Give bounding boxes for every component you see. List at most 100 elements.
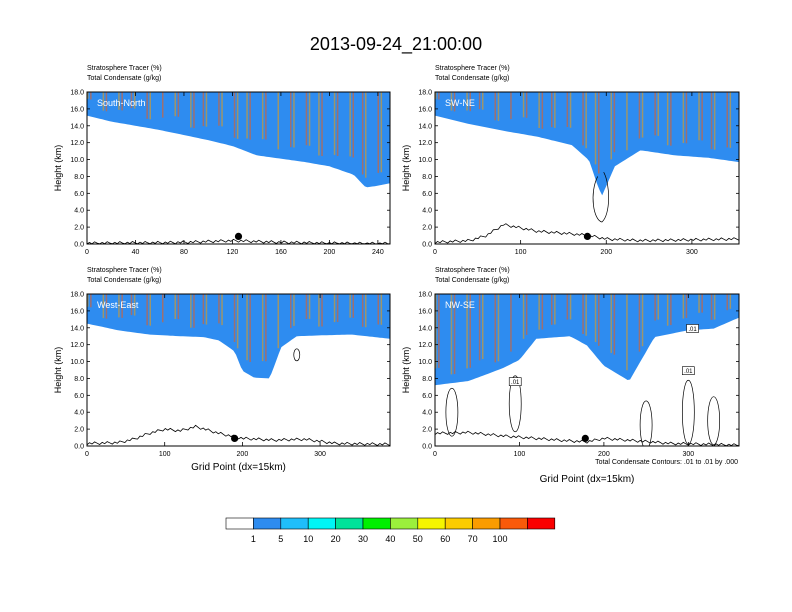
tracer-streak — [380, 294, 383, 325]
tracer-streak — [701, 294, 703, 313]
tracer-streak — [729, 92, 732, 148]
storm-marker — [583, 232, 592, 240]
tracer-streak — [174, 294, 176, 319]
y-tick-label: 0.0 — [74, 444, 84, 451]
colorbar: 1 5 10 20 30 40 50 60 70 100 — [225, 517, 556, 544]
condensate-contour — [639, 400, 653, 446]
x-tick-label: 300 — [314, 451, 326, 458]
colorbar-swatch — [253, 517, 282, 530]
colorbar-swatch — [362, 517, 391, 530]
tracer-streak — [685, 294, 688, 318]
x-tick-label: 0 — [85, 249, 89, 256]
y-tick-label: 18.0 — [70, 292, 84, 299]
plot-frame — [434, 293, 740, 447]
y-tick-label: 4.0 — [74, 208, 84, 215]
tracer-streak — [277, 92, 279, 150]
y-tick-label: 6.0 — [422, 393, 432, 400]
tracer-streak — [510, 92, 512, 120]
y-tick-label: 16.0 — [70, 106, 84, 113]
tracer-streak — [538, 92, 540, 128]
y-tick-label: 12.0 — [418, 140, 432, 147]
y-tick-label: 6.0 — [422, 191, 432, 198]
tracer-streak — [594, 294, 597, 342]
tracer-streak — [177, 92, 180, 117]
tracer-streak — [90, 92, 92, 100]
y-tick-label: 8.0 — [74, 174, 84, 181]
contour-note: Total Condensate Contours: .01 to .01 by… — [595, 459, 738, 466]
panel-nw-se: Stratosphere Tracer (%) Total Condensate … — [401, 267, 740, 485]
x-tick-label: 160 — [275, 249, 287, 256]
plot-frame — [434, 91, 740, 245]
field-label: Stratosphere Tracer (%) — [87, 65, 162, 72]
x-tick-label: 40 — [132, 249, 140, 256]
tracer-streak — [654, 294, 656, 321]
contour-value-label: .01 — [511, 380, 520, 386]
tracer-streak — [525, 92, 528, 118]
tracer-streak — [666, 294, 669, 326]
tracer-streak — [193, 92, 195, 129]
tracer-streak — [522, 294, 525, 339]
tracer-streak — [233, 294, 236, 342]
colorbar-swatch — [335, 517, 364, 530]
tracer-streak — [218, 92, 220, 126]
tracer-streak — [626, 92, 628, 151]
tracer-streak — [190, 92, 192, 128]
tracer-streak — [435, 92, 437, 99]
tracer-streak — [87, 294, 89, 307]
tracer-streak — [102, 294, 105, 319]
tracer-streak — [482, 294, 484, 360]
tracer-streak — [713, 92, 716, 150]
y-tick-label: 18.0 — [70, 90, 84, 97]
tracer-streak — [333, 294, 336, 323]
tracer-streak — [585, 92, 587, 149]
y-tick-label: 4.0 — [422, 208, 432, 215]
tracer-streak — [551, 92, 553, 128]
tracer-streak — [569, 294, 572, 320]
tracer-streak — [162, 92, 164, 118]
storm-marker — [234, 232, 243, 240]
y-tick-label: 14.0 — [418, 123, 432, 130]
tracer-streak — [497, 92, 500, 121]
tracer-streak — [638, 92, 641, 139]
tracer-streak — [308, 92, 311, 146]
tracer-streak — [149, 92, 151, 120]
colorbar-swatch — [472, 517, 501, 530]
tracer-streak — [377, 92, 379, 173]
colorbar-label: 60 — [440, 534, 450, 544]
tracer-streak — [177, 294, 180, 320]
tracer-streak — [261, 92, 264, 140]
tracer-streak — [265, 92, 267, 140]
tracer-streak — [377, 294, 379, 325]
tracer-streak — [522, 92, 525, 118]
panel-name: NW-SE — [445, 300, 475, 310]
tracer-streak — [453, 92, 456, 112]
tracer-streak — [290, 92, 292, 148]
tracer-streak — [90, 294, 92, 308]
y-tick-label: 12.0 — [70, 342, 84, 349]
colorbar-swatch — [307, 517, 336, 530]
y-tick-label: 12.0 — [70, 140, 84, 147]
contour-label-box — [682, 366, 695, 375]
condensate-contour — [508, 375, 522, 433]
tracer-streak — [380, 92, 383, 173]
tracer-streak — [146, 294, 148, 326]
tracer-streak — [598, 294, 600, 346]
tracer-streak — [221, 294, 223, 326]
tracer-streak — [610, 92, 612, 160]
y-tick-label: 16.0 — [418, 106, 432, 113]
tracer-streak — [133, 92, 136, 109]
tracer-streak — [105, 92, 108, 112]
tracer-streak — [585, 294, 587, 336]
tracer-streak — [249, 92, 251, 140]
x-axis-label: Grid Point (dx=15km) — [540, 474, 635, 485]
y-tick-label: 16.0 — [418, 308, 432, 315]
tracer-streak — [352, 294, 354, 318]
contour-label-box — [508, 377, 522, 386]
x-axis-label: Grid Point (dx=15km) — [191, 462, 286, 473]
tracer-streak — [202, 294, 205, 325]
y-tick-label: 8.0 — [422, 376, 432, 383]
tracer-streak — [582, 92, 584, 146]
tracer-streak — [146, 92, 148, 119]
condensate-contour — [293, 348, 301, 362]
tracer-streak — [541, 294, 544, 330]
